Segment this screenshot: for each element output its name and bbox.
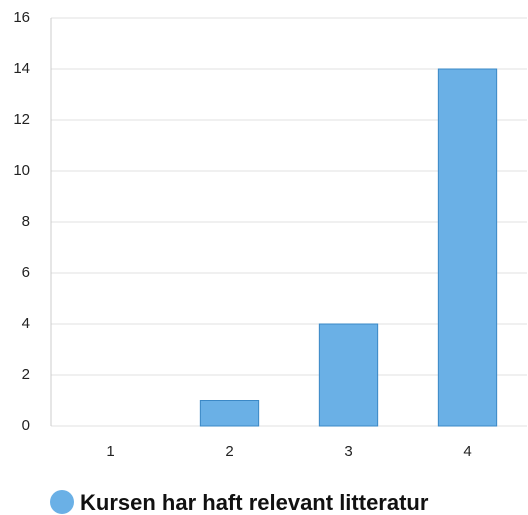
- x-tick-label: 2: [225, 443, 233, 460]
- y-tick-label: 8: [22, 213, 30, 230]
- bar: [318, 323, 379, 427]
- bar: [437, 68, 498, 427]
- bar: [199, 400, 260, 427]
- y-tick-label: 12: [13, 111, 30, 128]
- y-tick-label: 6: [22, 264, 30, 281]
- y-tick-label: 14: [13, 60, 30, 77]
- legend-label: Kursen har haft relevant litteratur: [80, 490, 429, 515]
- y-tick-label: 16: [13, 9, 30, 26]
- x-tick-label: 1: [106, 443, 114, 460]
- y-tick-label: 0: [22, 417, 30, 434]
- x-tick-label: 3: [344, 443, 352, 460]
- legend-marker: [50, 490, 74, 514]
- y-tick-label: 10: [13, 162, 30, 179]
- x-tick-label: 4: [463, 443, 471, 460]
- y-tick-label: 2: [22, 366, 30, 383]
- y-tick-label: 4: [22, 315, 30, 332]
